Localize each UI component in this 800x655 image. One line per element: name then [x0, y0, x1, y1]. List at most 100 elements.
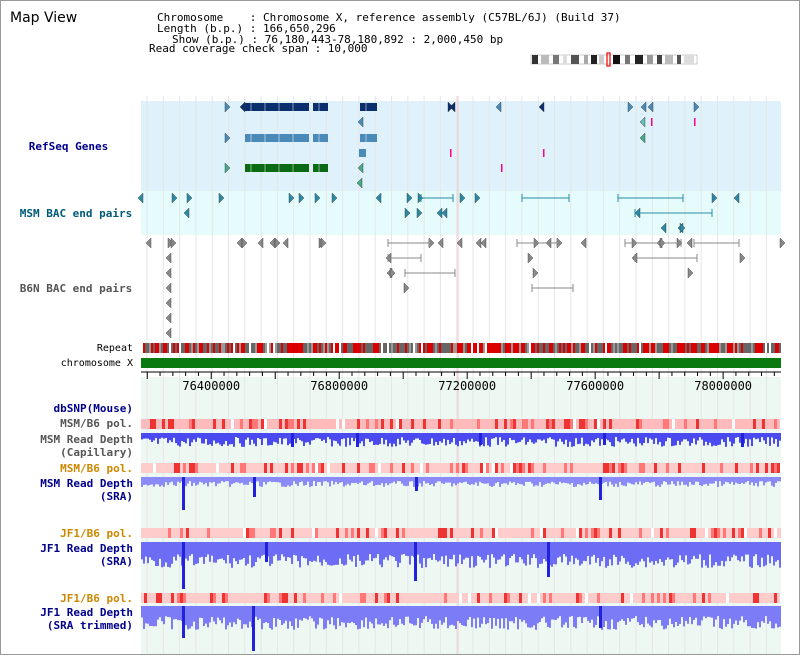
depth-bar — [375, 606, 377, 619]
depth-bar — [411, 606, 413, 624]
polymorphism-segment — [468, 593, 471, 603]
depth-bar — [429, 606, 431, 620]
depth-bar — [169, 606, 171, 618]
repeat-segment — [433, 343, 435, 353]
repeat-track-bar — [141, 343, 781, 353]
depth-bar — [177, 433, 179, 446]
depth-bar — [655, 433, 657, 439]
depth-bar — [333, 433, 335, 441]
depth-bar — [685, 477, 687, 485]
polymorphism-segment — [183, 463, 186, 473]
track-label-jf1-depth-trimmed[interactable]: JF1 Read Depth (SRA trimmed) — [40, 606, 133, 632]
depth-bar — [385, 433, 387, 440]
depth-bar — [143, 477, 145, 485]
depth-bar — [701, 433, 703, 440]
depth-bar — [745, 477, 747, 483]
depth-bar — [213, 606, 215, 622]
polymorphism-segment — [396, 528, 399, 538]
depth-bar — [303, 606, 305, 619]
track-label-msm-b6-pol-1[interactable]: MSM/B6 pol. — [60, 417, 133, 430]
depth-bar — [207, 606, 209, 628]
track-label-jf1-b6-pol-1[interactable]: JF1/B6 pol. — [60, 527, 133, 540]
polymorphism-segment — [486, 463, 489, 473]
depth-bar — [141, 477, 143, 487]
depth-bar — [717, 433, 719, 446]
polymorphism-segment — [543, 528, 546, 538]
depth-bar — [443, 477, 445, 485]
polymorphism-segment — [780, 463, 783, 473]
depth-bar — [339, 477, 341, 483]
depth-bar — [523, 477, 525, 486]
depth-bar — [331, 542, 333, 566]
depth-bar — [671, 477, 673, 482]
track-label-msm-b6-pol-2[interactable]: MSM/B6 pol. — [60, 462, 133, 475]
polymorphism-segment — [279, 593, 282, 603]
depth-spike — [252, 606, 255, 651]
depth-bar — [311, 606, 313, 619]
polymorphism-segment — [252, 419, 255, 429]
depth-bar — [691, 477, 693, 485]
depth-bar — [461, 606, 463, 626]
repeat-segment — [503, 343, 505, 353]
polymorphism-bar — [141, 419, 781, 429]
polymorphism-segment — [552, 419, 555, 429]
polymorphism-segment — [192, 463, 195, 473]
track-label-jf1-b6-pol-2[interactable]: JF1/B6 pol. — [60, 592, 133, 605]
depth-bar — [603, 606, 605, 628]
polymorphism-segment — [357, 528, 360, 538]
depth-bar — [199, 606, 201, 618]
depth-bar — [317, 433, 319, 439]
depth-bar — [643, 542, 645, 562]
depth-bar — [255, 433, 257, 447]
depth-bar — [537, 606, 539, 624]
depth-bar — [379, 606, 381, 625]
depth-bar — [255, 542, 257, 563]
depth-bar — [257, 433, 259, 438]
track-label-msm-bac[interactable]: MSM BAC end pairs — [19, 207, 133, 220]
bac-end-arrow — [686, 237, 693, 249]
track-label-jf1-depth-sra[interactable]: JF1 Read Depth (SRA) — [40, 542, 133, 568]
depth-bar — [239, 433, 241, 444]
depth-bar — [243, 542, 245, 558]
depth-bar — [651, 606, 653, 628]
polymorphism-segment — [303, 419, 306, 429]
depth-bar — [709, 606, 711, 618]
axis-tick-label: 76800000 — [310, 379, 368, 393]
depth-bar — [401, 606, 403, 624]
depth-bar — [633, 433, 635, 444]
depth-bar — [611, 433, 613, 447]
polymorphism-segment — [285, 463, 288, 473]
polymorphism-segment — [642, 593, 645, 603]
depth-bar — [703, 542, 705, 561]
polymorphism-segment — [282, 593, 285, 603]
track-label-msm-depth-capillary[interactable]: MSM Read Depth (Capillary) — [40, 433, 133, 459]
depth-bar — [757, 477, 759, 487]
depth-bar — [503, 606, 505, 629]
depth-bar — [369, 477, 371, 483]
track-label-dbsnp[interactable]: dbSNP(Mouse) — [53, 402, 133, 415]
depth-bar — [607, 433, 609, 441]
show-range-info: Show (b.p.) : 76,180,443-78,180,892 : 2,… — [172, 33, 504, 46]
polymorphism-segment — [387, 593, 390, 603]
depth-bar — [363, 477, 365, 486]
track-label-b6n-bac[interactable]: B6N BAC end pairs — [19, 282, 133, 295]
depth-bar — [533, 542, 535, 555]
depth-bar — [219, 433, 221, 445]
polymorphism-segment — [273, 528, 276, 538]
depth-bar — [779, 542, 781, 568]
track-label-refseq[interactable]: RefSeq Genes — [28, 140, 109, 153]
polymorphism-segment — [504, 419, 507, 429]
polymorphism-segment — [279, 419, 282, 429]
repeat-segment — [669, 343, 671, 353]
depth-bar — [325, 477, 327, 482]
polymorphism-segment — [666, 528, 669, 538]
depth-bar — [249, 606, 251, 622]
depth-bar — [273, 606, 275, 619]
repeat-segment — [317, 343, 319, 353]
depth-bar — [399, 542, 401, 563]
track-label-msm-depth-sra[interactable]: MSM Read Depth (SRA) — [40, 477, 133, 503]
depth-bar — [673, 477, 675, 485]
depth-bar — [705, 433, 707, 442]
polymorphism-segment — [210, 593, 213, 603]
